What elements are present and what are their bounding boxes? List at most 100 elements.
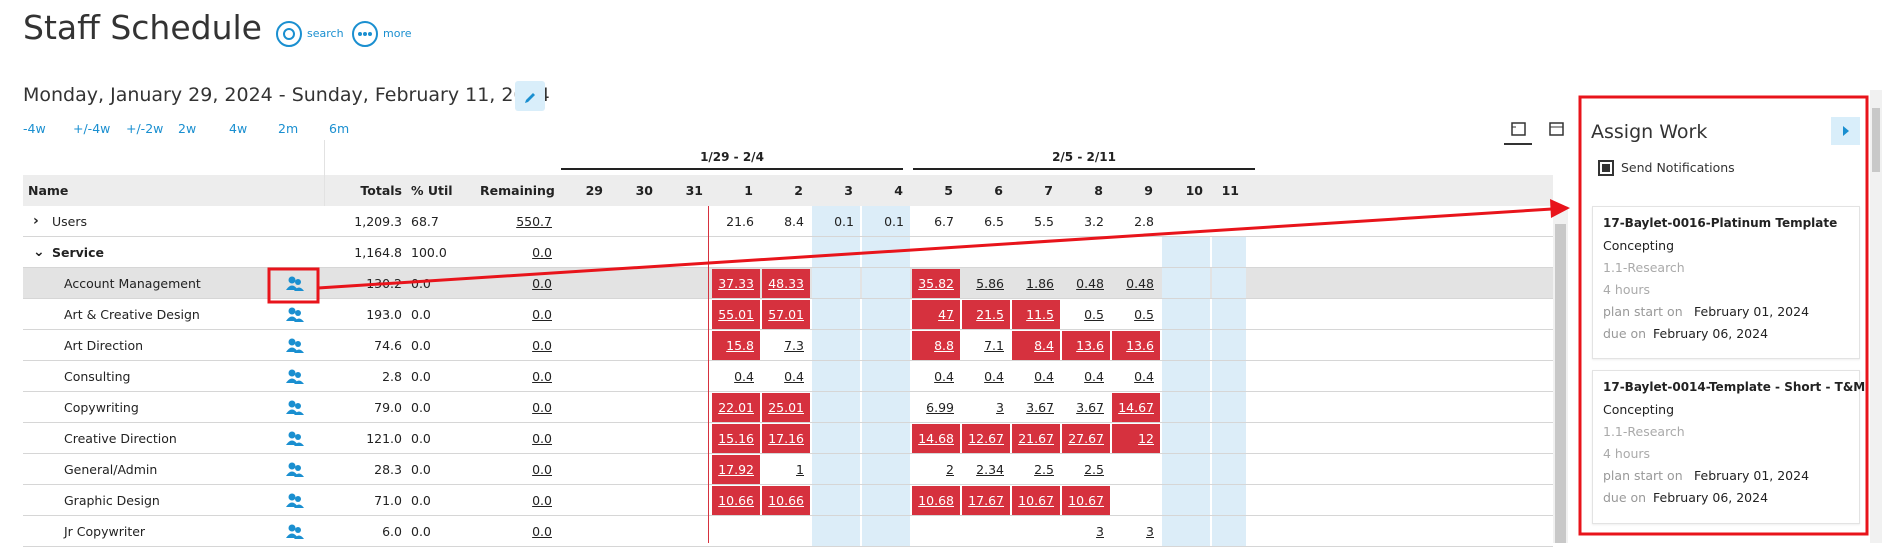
day-cell[interactable]: 1 bbox=[796, 462, 804, 477]
day-cell[interactable]: 11.5 bbox=[1012, 300, 1060, 329]
row-remaining[interactable]: 0.0 bbox=[532, 431, 552, 446]
range-link[interactable]: 4w bbox=[229, 121, 248, 136]
row-remaining[interactable]: 0.0 bbox=[532, 493, 552, 508]
day-cell[interactable]: 25.01 bbox=[762, 393, 810, 422]
range-link[interactable]: 6m bbox=[329, 121, 350, 136]
range-link[interactable]: 2m bbox=[278, 121, 299, 136]
day-cell[interactable]: 0.4 bbox=[734, 369, 754, 384]
expander[interactable]: ⌄ bbox=[33, 244, 45, 260]
day-cell[interactable]: 10.67 bbox=[1062, 486, 1110, 515]
assign-icon[interactable] bbox=[286, 492, 304, 513]
checkbox-label[interactable]: Send Notifications bbox=[1621, 160, 1735, 175]
day-cell[interactable]: 0.5 bbox=[1134, 307, 1154, 322]
day-cell[interactable]: 12 bbox=[1112, 424, 1160, 453]
day-cell[interactable]: 13.6 bbox=[1112, 331, 1160, 360]
day-cell[interactable]: 0.5 bbox=[1084, 307, 1104, 322]
day-cell[interactable]: 21.5 bbox=[962, 300, 1010, 329]
day-cell[interactable]: 8.8 bbox=[912, 331, 960, 360]
day-cell[interactable]: 0.4 bbox=[984, 369, 1004, 384]
day-cell[interactable]: 0.4 bbox=[1034, 369, 1054, 384]
day-cell[interactable]: 7.1 bbox=[984, 338, 1004, 353]
row-remaining[interactable]: 0.0 bbox=[532, 276, 552, 291]
assign-icon[interactable] bbox=[286, 399, 304, 420]
day-cell[interactable]: 8.4 bbox=[1012, 331, 1060, 360]
day-cell[interactable]: 37.33 bbox=[712, 269, 760, 298]
day-cell[interactable]: 35.82 bbox=[912, 269, 960, 298]
day-cell[interactable]: 2.5 bbox=[1084, 462, 1104, 477]
day-cell[interactable]: 5.86 bbox=[976, 276, 1004, 291]
day-cell[interactable]: 0.48 bbox=[1126, 276, 1154, 291]
assign-icon[interactable] bbox=[286, 523, 304, 544]
day-cell[interactable]: 14.68 bbox=[912, 424, 960, 453]
card[interactable] bbox=[1592, 206, 1860, 359]
row-remaining[interactable]: 0.0 bbox=[532, 338, 552, 353]
assign-icon[interactable] bbox=[286, 368, 304, 389]
day-cell[interactable]: 47 bbox=[912, 300, 960, 329]
day-cell[interactable]: 10.66 bbox=[712, 486, 760, 515]
card[interactable] bbox=[1592, 370, 1860, 524]
assign-icon[interactable] bbox=[286, 337, 304, 358]
day-cell[interactable]: 27.67 bbox=[1062, 424, 1110, 453]
row-remaining[interactable]: 0.0 bbox=[532, 400, 552, 415]
day-cell[interactable]: 14.67 bbox=[1112, 393, 1160, 422]
day-cell[interactable]: 0.48 bbox=[1076, 276, 1104, 291]
day-cell[interactable]: 0.4 bbox=[784, 369, 804, 384]
day-cell[interactable]: 17.67 bbox=[962, 486, 1010, 515]
action-label[interactable]: search bbox=[307, 27, 344, 40]
day-cell[interactable]: 6.99 bbox=[926, 400, 954, 415]
range-link[interactable]: +/-2w bbox=[126, 121, 164, 136]
view-icon[interactable] bbox=[1504, 117, 1532, 145]
day-cell[interactable]: 13.6 bbox=[1062, 331, 1110, 360]
day-cell[interactable]: 10.66 bbox=[762, 486, 810, 515]
checkbox[interactable] bbox=[1598, 160, 1614, 176]
expander[interactable]: › bbox=[33, 213, 39, 229]
day-cell[interactable]: 3 bbox=[1146, 524, 1154, 539]
card-title[interactable]: 17-Baylet-0014-Template - Short - T&M bbox=[1603, 380, 1866, 394]
day-cell[interactable]: 7.3 bbox=[784, 338, 804, 353]
row-remaining[interactable]: 0.0 bbox=[532, 462, 552, 477]
day-cell[interactable]: 48.33 bbox=[762, 269, 810, 298]
day-cell[interactable]: 0.4 bbox=[934, 369, 954, 384]
day-cell[interactable]: 3 bbox=[996, 400, 1004, 415]
assign-icon[interactable] bbox=[286, 275, 304, 296]
day-cell[interactable]: 21.67 bbox=[1012, 424, 1060, 453]
day-cell[interactable]: 3.67 bbox=[1026, 400, 1054, 415]
row-remaining[interactable]: 0.0 bbox=[532, 369, 552, 384]
day-cell[interactable]: 57.01 bbox=[762, 300, 810, 329]
day-cell[interactable]: 22.01 bbox=[712, 393, 760, 422]
day-cell[interactable]: 0.4 bbox=[1134, 369, 1154, 384]
action-label[interactable]: more bbox=[383, 27, 412, 40]
day-cell[interactable]: 0.4 bbox=[1084, 369, 1104, 384]
action-icon[interactable] bbox=[275, 20, 303, 52]
day-cell[interactable]: 2.34 bbox=[976, 462, 1004, 477]
edit-button[interactable] bbox=[515, 81, 545, 111]
day-cell[interactable]: 17.16 bbox=[762, 424, 810, 453]
view-icon[interactable] bbox=[1542, 117, 1570, 143]
row-remaining[interactable]: 550.7 bbox=[516, 214, 552, 229]
range-link[interactable]: 2w bbox=[178, 121, 197, 136]
collapse-button[interactable] bbox=[1831, 117, 1860, 145]
day-cell[interactable]: 1.86 bbox=[1026, 276, 1054, 291]
day-cell[interactable]: 3 bbox=[1096, 524, 1104, 539]
day-cell[interactable]: 17.92 bbox=[712, 455, 760, 484]
card-title[interactable]: 17-Baylet-0016-Platinum Template bbox=[1603, 216, 1838, 230]
action-icon[interactable] bbox=[351, 20, 379, 52]
row-remaining[interactable]: 0.0 bbox=[532, 524, 552, 539]
day-cell[interactable]: 3.67 bbox=[1076, 400, 1104, 415]
day-cell[interactable]: 2.5 bbox=[1034, 462, 1054, 477]
day-cell[interactable]: 55.01 bbox=[712, 300, 760, 329]
row-remaining[interactable]: 0.0 bbox=[532, 245, 552, 260]
day-cell[interactable]: 10.67 bbox=[1012, 486, 1060, 515]
range-link[interactable]: +/-4w bbox=[73, 121, 111, 136]
day-cell[interactable]: 2 bbox=[946, 462, 954, 477]
row-remaining[interactable]: 0.0 bbox=[532, 307, 552, 322]
day-cell[interactable]: 15.16 bbox=[712, 424, 760, 453]
day-cell[interactable]: 15.8 bbox=[712, 331, 760, 360]
row-name[interactable]: Users bbox=[52, 214, 88, 229]
day-cell[interactable]: 12.67 bbox=[962, 424, 1010, 453]
row-name[interactable]: Service bbox=[52, 245, 104, 260]
assign-icon[interactable] bbox=[286, 306, 304, 327]
range-link[interactable]: -4w bbox=[23, 121, 46, 136]
assign-icon[interactable] bbox=[286, 461, 304, 482]
day-cell[interactable]: 10.68 bbox=[912, 486, 960, 515]
